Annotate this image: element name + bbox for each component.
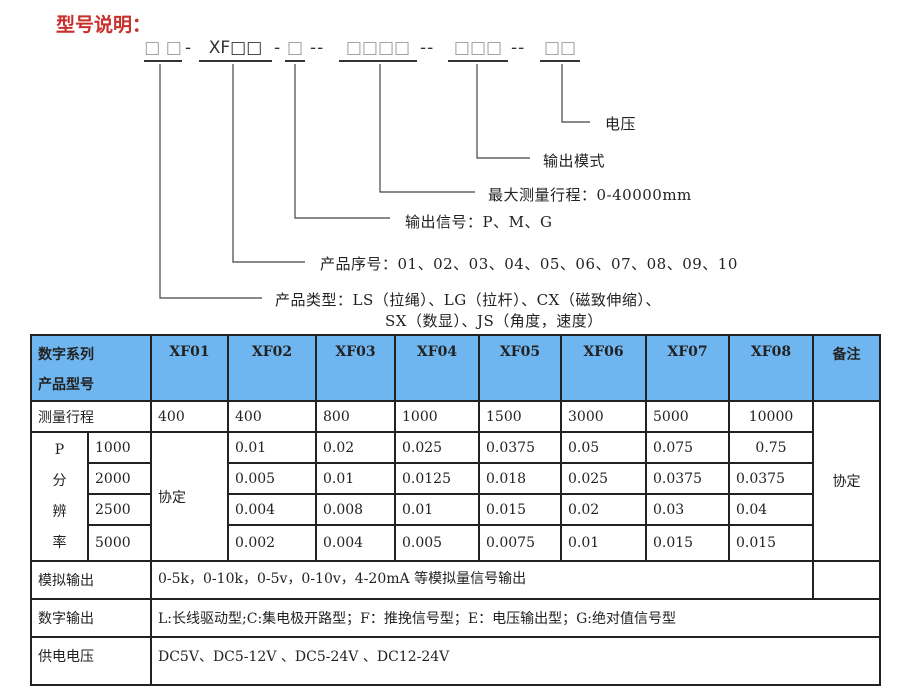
resolution-cell: 0.02 [315,431,396,464]
pulse-cell: 1000 [87,431,152,464]
table-row-resolution: 2000 0.005 0.01 0.0125 0.018 0.025 0.037… [31,462,880,495]
resolution-cell: 0.75 [728,431,814,464]
code-segment-signal: □ [285,38,305,62]
resolution-cell: 0.0375 [728,462,814,495]
code-segment-type: □ □ [144,38,182,62]
range-cell: 5000 [645,400,730,433]
header-model: XF05 [478,334,562,402]
table-row-analog: 模拟输出 0-5k，0-10k，0-5v，0-10v，4-20mA 等模拟量信号… [30,560,881,600]
resolution-cell: 0.018 [478,462,562,495]
label-type-line1: 产品类型：LS（拉绳）、LG（拉杆）、CX（磁致伸缩）、 [275,291,661,309]
table-row-range: 测量行程 400 400 800 1000 1500 3000 5000 100… [30,400,881,562]
table-row-digital: 数字输出 L:长线驱动型;C:集电极开路型；F：推挽信号型；E：电压输出型；G:… [30,598,881,638]
resolution-cell: 0.02 [560,493,647,526]
resolution-cell: 0.075 [645,431,730,464]
analog-value: 0-5k，0-10k，0-5v，0-10v，4-20mA 等模拟量信号输出 [150,560,814,600]
resolution-cell: 0.002 [227,524,317,562]
header-model: XF04 [394,334,480,402]
resolution-cell: 0.025 [560,462,647,495]
resolution-cell: 0.015 [478,493,562,526]
header-remark: 备注 [812,334,881,402]
resolution-cell: 0.0125 [394,462,480,495]
label-voltage: 电压 [605,115,637,133]
resolution-cell: 0.0375 [645,462,730,495]
spec-table: 数字系列 产品型号 XF01 XF02 XF03 XF04 XF05 XF06 X… [30,334,881,686]
range-cell: 400 [150,400,229,433]
label-output-signal: 输出信号：P、M、G [405,213,553,231]
code-segment-range: □□□□ [339,38,417,62]
resolution-cell: 0.0375 [478,431,562,464]
header-model: XF06 [560,334,647,402]
resolution-cell: 0.025 [394,431,480,464]
label-type-line2: SX（数显）、JS（角度，速度） [385,312,603,330]
pulse-cell: 2000 [87,462,152,495]
code-separator: -- [310,38,325,58]
row-label: 数字输出 [30,598,152,638]
code-separator: -- [420,38,435,58]
resolution-cell: 0.01 [560,524,647,562]
resolution-cell: 0.05 [560,431,647,464]
resolution-cell: 0.01 [227,431,317,464]
empty-cell [812,560,881,600]
resolution-cell: 0.0075 [478,524,562,562]
resolution-cell: 0.01 [394,493,480,526]
table-row-resolution: 2500 0.004 0.008 0.01 0.015 0.02 0.03 0.… [31,493,880,526]
table-header-row: 数字系列 产品型号 XF01 XF02 XF03 XF04 XF05 XF06 X… [30,334,881,402]
range-cell: 10000 [728,400,814,433]
xf01-resolution-cell: 协定 [150,431,229,562]
resolution-cell: 0.004 [227,493,317,526]
range-cell: 1000 [394,400,480,433]
digital-value: L:长线驱动型;C:集电极开路型；F：推挽信号型；E：电压输出型；G:绝对值信号… [150,598,881,638]
code-separator: -- [511,38,526,58]
label-output-mode: 输出模式 [543,152,606,170]
power-value: DC5V、DC5-12V 、DC5-24V 、DC12-24V [150,636,881,686]
resolution-cell: 0.008 [315,493,396,526]
resolution-cell: 0.03 [645,493,730,526]
pulse-cell: 5000 [87,524,152,562]
row-label: 供电电压 [30,636,152,686]
connector-lines [159,64,590,299]
page-title: 型号说明： [56,14,152,36]
range-cell: 800 [315,400,396,433]
range-cell: 1500 [478,400,562,433]
range-cell: 3000 [560,400,647,433]
resolution-cell: 0.015 [645,524,730,562]
table-row-resolution: 5000 0.002 0.004 0.005 0.0075 0.01 0.015… [31,524,880,562]
resolution-cell: 0.04 [728,493,814,526]
resolution-cell: 0.005 [227,462,317,495]
header-model: XF01 [150,334,229,402]
table-row-power: 供电电压 DC5V、DC5-12V 、DC5-24V 、DC12-24V [30,636,881,686]
code-segment-voltage: □□ [540,38,580,62]
row-label: 模拟输出 [30,560,152,600]
resolution-cell: 0.005 [394,524,480,562]
resolution-cell: 0.004 [315,524,396,562]
code-separator: - [274,38,282,58]
resolution-cell: 0.01 [315,462,396,495]
resolution-cell: 0.015 [728,524,814,562]
code-segment-serial: XF□□ [199,38,272,62]
range-cell: 400 [227,400,317,433]
pulse-cell: 2500 [87,493,152,526]
code-separator: - [185,38,193,58]
remark-cell: 协定 [812,400,881,562]
header-model: XF03 [315,334,396,402]
row-label: 测量行程 [30,400,152,433]
header-model: XF02 [227,334,317,402]
header-series: 数字系列 产品型号 [30,334,152,402]
header-model: XF07 [645,334,730,402]
label-serial: 产品序号：01、02、03、04、05、06、07、08、09、10 [320,255,738,273]
label-max-range: 最大测量行程：0-40000mm [488,186,692,204]
code-segment-output-mode: □□□ [448,38,508,62]
header-model: XF08 [728,334,814,402]
